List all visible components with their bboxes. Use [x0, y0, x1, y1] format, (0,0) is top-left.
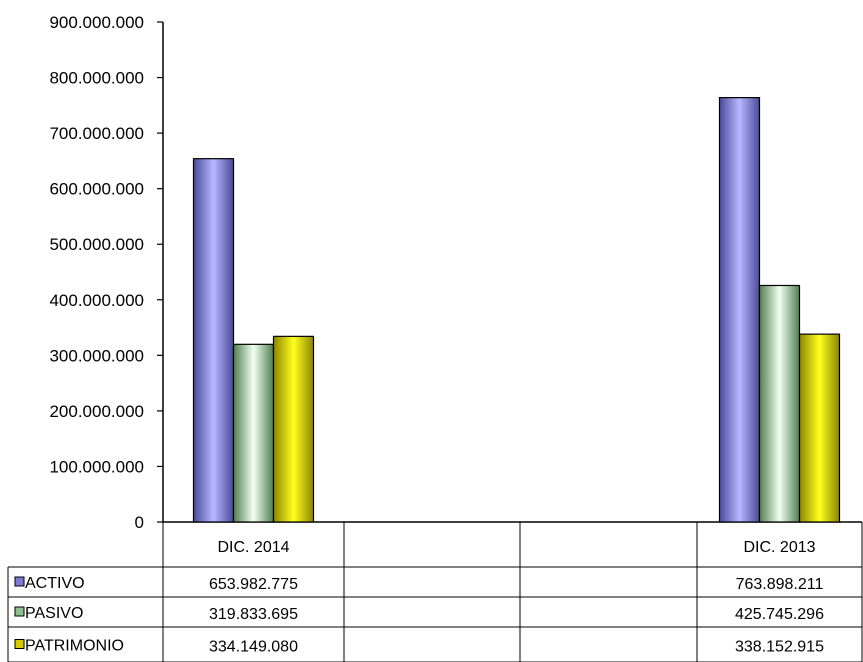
category-label: DIC. 2014 — [217, 539, 289, 556]
data-label: 319.833.695 — [209, 606, 298, 623]
y-tick-label: 200.000.000 — [49, 402, 144, 421]
data-label: 425.745.296 — [735, 606, 824, 623]
y-tick-label: 400.000.000 — [49, 291, 144, 310]
y-tick-label: 500.000.000 — [49, 235, 144, 254]
y-tick-label: 100.000.000 — [49, 457, 144, 476]
legend-label-activo: ACTIVO — [25, 575, 85, 592]
legend-swatch-patrimonio — [14, 639, 25, 649]
bar-activo — [718, 97, 761, 523]
y-tick-label: 0 — [135, 513, 144, 532]
bar-pasivo — [758, 284, 801, 523]
legend-swatch-pasivo — [14, 606, 25, 617]
data-label: 763.898.211 — [736, 576, 824, 593]
y-tick-label: 700.000.000 — [49, 124, 144, 143]
data-label: 338.152.915 — [735, 639, 824, 656]
y-tick-label: 300.000.000 — [49, 346, 144, 365]
bar-pasivo — [232, 343, 275, 523]
y-tick-label: 600.000.000 — [49, 180, 144, 199]
data-label: 653.982.775 — [209, 576, 298, 593]
y-tick-label: 900.000.000 — [49, 13, 144, 32]
data-label: 334.149.080 — [209, 639, 298, 656]
legend-label-pasivo: PASIVO — [25, 605, 83, 622]
bar-patrimonio — [272, 335, 315, 523]
category-label: DIC. 2013 — [743, 539, 815, 556]
y-tick-label: 800.000.000 — [49, 69, 144, 88]
legend-swatch-activo — [14, 576, 25, 587]
bar-patrimonio — [798, 333, 841, 523]
bar-activo — [192, 158, 235, 523]
legend-label-patrimonio: PATRIMONIO — [25, 638, 124, 655]
